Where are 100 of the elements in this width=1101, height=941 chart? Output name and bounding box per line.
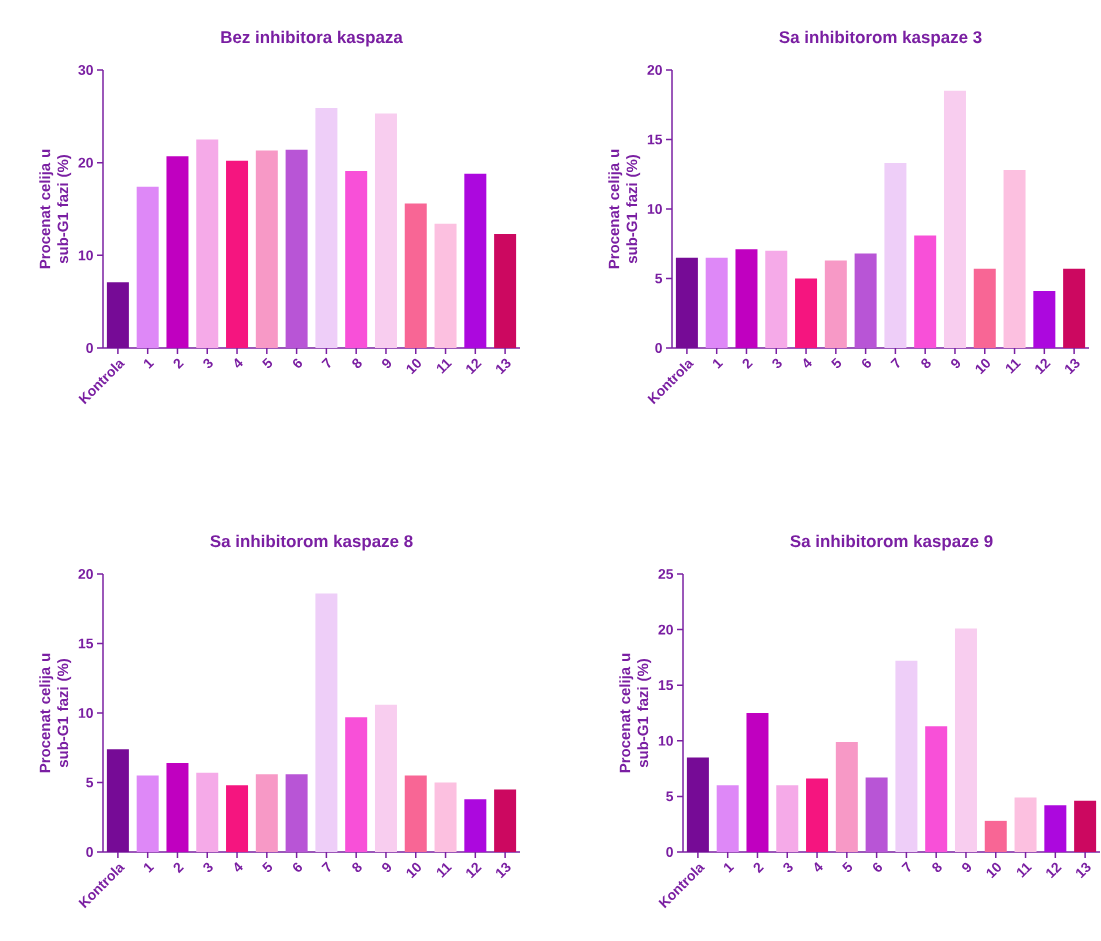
bar (824, 260, 847, 348)
x-tick-label: 5 (262, 357, 273, 368)
chart-title: Sa inhibitorom kaspaze 9 (790, 534, 993, 551)
bar (494, 234, 517, 348)
bar (434, 782, 457, 852)
bar (255, 774, 278, 852)
x-tick-label: 13 (1076, 862, 1091, 879)
x-tick-label: 6 (873, 862, 882, 872)
bar (943, 90, 966, 348)
y-tick-label: 5 (666, 791, 674, 802)
y-tick-label: 10 (658, 735, 673, 746)
bar (854, 253, 877, 348)
bar (835, 741, 858, 852)
y-tick-label: 0 (666, 847, 673, 857)
x-tick-label: 12 (466, 358, 482, 375)
x-tick-label: 1 (712, 358, 724, 369)
bar (735, 249, 758, 348)
bar (106, 749, 129, 852)
bar (1074, 800, 1097, 852)
y-tick-label: 0 (655, 343, 662, 353)
x-tick-label: 12 (1046, 862, 1062, 879)
y-tick-label: 0 (86, 343, 93, 353)
y-tick-label: 30 (78, 65, 93, 75)
x-tick-label: 8 (352, 358, 362, 369)
bar (675, 257, 698, 348)
y-tick-label: 15 (658, 680, 674, 691)
x-tick-label: 7 (321, 357, 331, 368)
bar (374, 113, 397, 348)
bar (315, 107, 338, 348)
bar (1033, 291, 1056, 348)
bar (705, 257, 728, 348)
x-tick-label: 4 (814, 862, 823, 872)
y-axis-title: Procenat celija u sub-G1 fazi (%) (608, 149, 641, 269)
y-tick-label: 20 (658, 624, 673, 635)
x-tick-label: 4 (234, 358, 243, 368)
bar (166, 763, 189, 852)
bar (1044, 805, 1067, 852)
bar (464, 173, 487, 348)
x-tick-label: 11 (1005, 358, 1022, 374)
x-tick-label: 13 (496, 358, 511, 375)
chart-title: Sa inhibitorom kaspaze 8 (210, 534, 413, 551)
y-tick-label: 10 (647, 204, 662, 214)
x-tick-label: 9 (951, 358, 961, 369)
x-tick-label: 2 (173, 862, 184, 874)
bar (925, 726, 948, 852)
bar (954, 628, 977, 852)
bar (686, 757, 709, 852)
x-tick-label: 10 (975, 358, 990, 375)
y-tick-label: 5 (655, 273, 663, 284)
x-tick-label: 1 (723, 862, 735, 873)
bar (464, 799, 487, 852)
bar (196, 139, 219, 348)
bar (285, 774, 308, 852)
bar (1003, 170, 1026, 348)
x-tick-label: 11 (436, 862, 453, 878)
bar (345, 171, 368, 348)
x-tick-label: 13 (496, 862, 511, 879)
bar (315, 593, 338, 852)
bar (494, 789, 517, 852)
x-tick-label: 13 (1065, 358, 1080, 375)
bar (226, 785, 249, 852)
y-tick-label: 20 (78, 157, 93, 168)
y-tick-label: 10 (78, 708, 93, 718)
bar (404, 203, 427, 348)
bar (865, 777, 888, 852)
bar (914, 235, 937, 348)
bar (136, 186, 159, 348)
x-tick-label: 7 (890, 357, 900, 368)
x-tick-label: 6 (862, 358, 871, 368)
x-tick-label: 8 (932, 862, 942, 873)
bar (434, 223, 457, 348)
x-tick-label: 9 (382, 358, 392, 369)
x-tick-label: 2 (742, 358, 753, 370)
bar (196, 772, 219, 852)
y-tick-label: 15 (78, 638, 94, 649)
x-tick-label: 4 (234, 862, 243, 872)
bar (345, 717, 368, 852)
x-tick-label: 8 (352, 862, 362, 873)
y-axis-title: Procenat celija u sub-G1 fazi (%) (619, 653, 652, 773)
x-tick-label: 11 (436, 358, 453, 374)
x-tick-label: 6 (293, 862, 302, 872)
bar (765, 250, 788, 348)
x-tick-label: 5 (831, 357, 842, 368)
x-tick-label: 7 (901, 861, 911, 872)
bar (1014, 797, 1037, 852)
bar (374, 704, 397, 852)
bar (1063, 268, 1086, 348)
bar (285, 149, 308, 348)
x-tick-label: 12 (1035, 358, 1051, 375)
y-tick-label: 15 (647, 134, 663, 145)
x-tick-label: 12 (466, 862, 482, 879)
y-tick-label: 20 (78, 569, 93, 579)
bar (716, 785, 739, 852)
bar (884, 163, 907, 348)
bar (776, 785, 799, 852)
bar (255, 150, 278, 348)
x-tick-label: 4 (803, 358, 812, 368)
x-tick-label: 10 (406, 358, 421, 375)
bar (984, 820, 1007, 852)
x-tick-label: 10 (406, 862, 421, 879)
